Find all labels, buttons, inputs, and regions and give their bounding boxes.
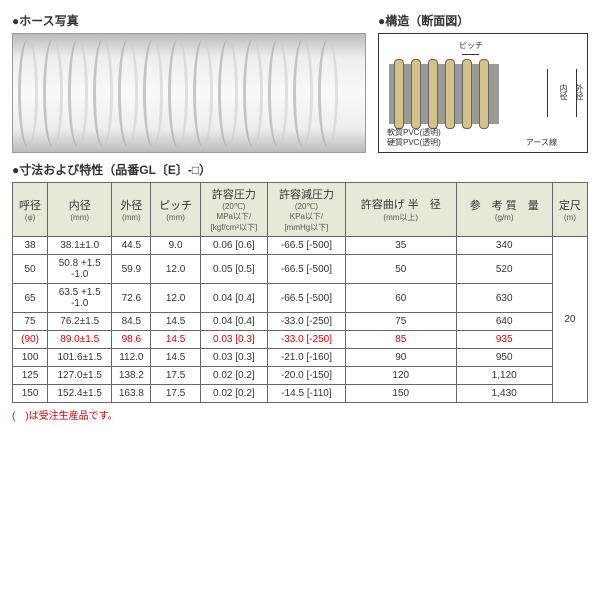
table-cell: 14.5 [151, 349, 200, 367]
table-cell: 340 [456, 237, 552, 255]
col-header: 呼径(φ) [13, 183, 48, 237]
table-row: 7576.2±1.584.514.50.04 [0.4]-33.0 [-250]… [13, 313, 588, 331]
pitch-label: ピッチ [459, 40, 483, 51]
table-row: 100101.6±1.5112.014.50.03 [0.3]-21.0 [-1… [13, 349, 588, 367]
col-header: 参 考 質 量(g/m) [456, 183, 552, 237]
photo-section-title: ●ホース写真 [12, 12, 366, 29]
table-cell: 60 [345, 284, 456, 313]
table-cell: 65 [13, 284, 48, 313]
col-header: ピッチ(mm) [151, 183, 200, 237]
table-cell: 112.0 [112, 349, 151, 367]
hard-pvc-label: 硬質PVC(透明) [387, 137, 441, 148]
table-cell: 125 [13, 367, 48, 385]
earth-label: アース線 [526, 137, 557, 148]
table-cell: -21.0 [-160] [267, 349, 345, 367]
table-row: 5050.8 +1.5 -1.059.912.00.05 [0.5]-66.5 … [13, 255, 588, 284]
table-cell: -14.5 [-110] [267, 385, 345, 403]
table-cell: -66.5 [-500] [267, 284, 345, 313]
table-cell: 1,430 [456, 385, 552, 403]
table-cell: 75 [13, 313, 48, 331]
table-row: 150152.4±1.5163.817.50.02 [0.2]-14.5 [-1… [13, 385, 588, 403]
table-cell: 14.5 [151, 331, 200, 349]
table-cell: 0.04 [0.4] [200, 284, 267, 313]
table-cell: -33.0 [-250] [267, 313, 345, 331]
table-cell: 101.6±1.5 [48, 349, 112, 367]
col-header: 許容減圧力(20℃) KPa以下/ [mmHg以下] [267, 183, 345, 237]
col-header: 定尺(m) [552, 183, 587, 237]
fixed-length-cell: 20 [552, 237, 587, 403]
table-title: ●寸法および特性（品番GL〔E〕-□） [12, 161, 588, 178]
table-cell: 14.5 [151, 313, 200, 331]
col-header: 外径(mm) [112, 183, 151, 237]
table-cell: 59.9 [112, 255, 151, 284]
table-cell: 0.03 [0.3] [200, 349, 267, 367]
table-cell: 98.6 [112, 331, 151, 349]
table-cell: 630 [456, 284, 552, 313]
table-cell: 72.6 [112, 284, 151, 313]
footnote-text: は受注生産品です。 [29, 411, 118, 422]
table-cell: 90 [345, 349, 456, 367]
table-cell: 100 [13, 349, 48, 367]
table-cell: -66.5 [-500] [267, 237, 345, 255]
table-cell: 120 [345, 367, 456, 385]
table-cell: 35 [345, 237, 456, 255]
col-header: 許容圧力(20℃) MPa以下/ [kgf/cm²以下] [200, 183, 267, 237]
cross-section-diagram: ピッチ 内径 外径 軟質PVC(透明) 硬質PVC(透明) アース線 [378, 33, 588, 153]
outer-dia-label: 外径 [574, 84, 585, 100]
table-cell: 640 [456, 313, 552, 331]
table-cell: 85 [345, 331, 456, 349]
table-cell: -20.0 [-150] [267, 367, 345, 385]
table-cell: 163.8 [112, 385, 151, 403]
col-header: 内径(mm) [48, 183, 112, 237]
table-cell: 0.03 [0.3] [200, 331, 267, 349]
inner-dia-label: 内径 [558, 84, 569, 100]
table-cell: (90) [13, 331, 48, 349]
table-cell: 63.5 +1.5 -1.0 [48, 284, 112, 313]
table-cell: 127.0±1.5 [48, 367, 112, 385]
table-cell: 9.0 [151, 237, 200, 255]
table-cell: 0.04 [0.4] [200, 313, 267, 331]
table-cell: 38 [13, 237, 48, 255]
table-cell: 12.0 [151, 284, 200, 313]
table-row: 3838.1±1.044.59.00.06 [0.6]-66.5 [-500]3… [13, 237, 588, 255]
table-cell: 84.5 [112, 313, 151, 331]
table-cell: 0.06 [0.6] [200, 237, 267, 255]
table-cell: 0.05 [0.5] [200, 255, 267, 284]
table-cell: 0.02 [0.2] [200, 385, 267, 403]
table-cell: -33.0 [-250] [267, 331, 345, 349]
table-cell: 50.8 +1.5 -1.0 [48, 255, 112, 284]
table-cell: 950 [456, 349, 552, 367]
struct-section-title: ●構造（断面図） [378, 12, 588, 29]
footnote-bracket: ( ) [12, 411, 29, 422]
hose-photo [12, 33, 366, 153]
col-header: 許容曲げ 半 径(mm以上) [345, 183, 456, 237]
table-cell: 17.5 [151, 367, 200, 385]
table-cell: 50 [13, 255, 48, 284]
table-cell: 76.2±1.5 [48, 313, 112, 331]
footnote: ( )は受注生産品です。 [12, 407, 588, 422]
table-cell: 89.0±1.5 [48, 331, 112, 349]
table-cell: 12.0 [151, 255, 200, 284]
table-row: 6563.5 +1.5 -1.072.612.00.04 [0.4]-66.5 … [13, 284, 588, 313]
table-cell: 150 [345, 385, 456, 403]
table-cell: -66.5 [-500] [267, 255, 345, 284]
table-cell: 152.4±1.5 [48, 385, 112, 403]
table-row: (90)89.0±1.598.614.50.03 [0.3]-33.0 [-25… [13, 331, 588, 349]
table-cell: 1,120 [456, 367, 552, 385]
table-cell: 75 [345, 313, 456, 331]
spec-table: 呼径(φ)内径(mm)外径(mm)ピッチ(mm)許容圧力(20℃) MPa以下/… [12, 182, 588, 403]
table-cell: 0.02 [0.2] [200, 367, 267, 385]
table-cell: 44.5 [112, 237, 151, 255]
table-cell: 150 [13, 385, 48, 403]
table-cell: 520 [456, 255, 552, 284]
table-cell: 935 [456, 331, 552, 349]
table-row: 125127.0±1.5138.217.50.02 [0.2]-20.0 [-1… [13, 367, 588, 385]
table-cell: 17.5 [151, 385, 200, 403]
table-cell: 138.2 [112, 367, 151, 385]
table-cell: 38.1±1.0 [48, 237, 112, 255]
table-cell: 50 [345, 255, 456, 284]
